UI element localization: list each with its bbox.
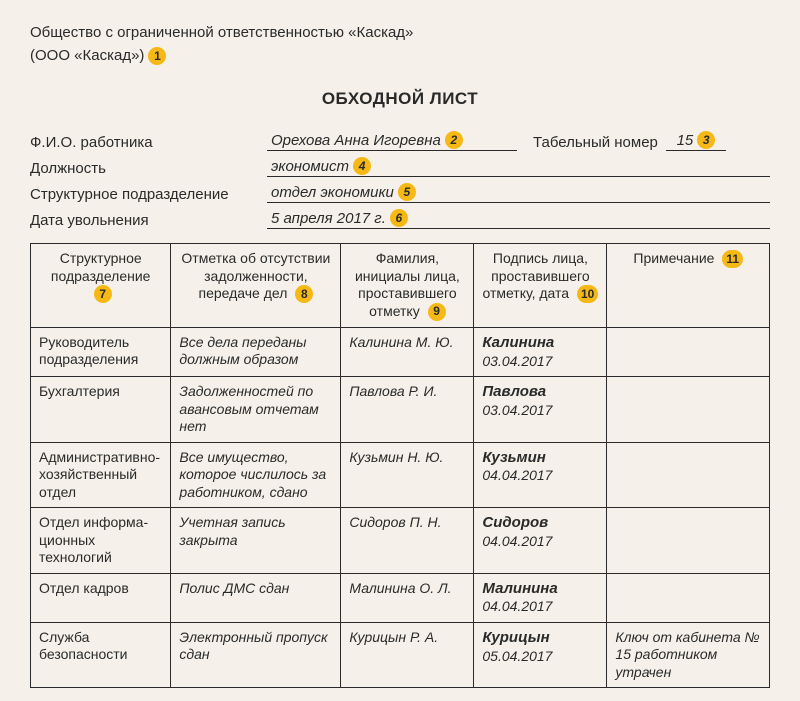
cell-remark <box>607 377 770 443</box>
cell-person: Сидоров П. Н. <box>341 508 474 574</box>
marker-1: 1 <box>148 47 166 65</box>
cell-dept: Отдел информа­цион­ных технологий <box>31 508 171 574</box>
row-position: Должность экономист 4 <box>30 157 770 177</box>
cell-person: Малинина О. Л. <box>341 573 474 622</box>
signoff-table: Структурное подразделение 7 Отметка об о… <box>30 243 770 688</box>
cell-dept: Руководитель подразделения <box>31 327 171 376</box>
dep-text: отдел экономики <box>271 184 394 201</box>
tab-text: 15 <box>677 132 694 149</box>
cell-signature: Кузьмин04.04.2017 <box>474 442 607 508</box>
cell-dept: Отдел кадров <box>31 573 171 622</box>
th-note: Отметка об отсут­ствии задолженности, пе… <box>171 244 341 328</box>
marker-8: 8 <box>295 285 313 303</box>
marker-7: 7 <box>94 285 112 303</box>
marker-10: 10 <box>577 285 598 303</box>
th-dept: Структурное подразделение 7 <box>31 244 171 328</box>
cell-note: Электронный про­пуск сдан <box>171 622 341 688</box>
cell-dept: Служба безопасности <box>31 622 171 688</box>
cell-remark: Ключ от кабине­та № 15 работ­ником утрач… <box>607 622 770 688</box>
cell-signature: Сидоров04.04.2017 <box>474 508 607 574</box>
fio-value: Орехова Анна Игоревна 2 <box>267 131 517 151</box>
cell-dept: Администра­тив­но-хозяйственный отдел <box>31 442 171 508</box>
cell-remark <box>607 508 770 574</box>
table-row: Служба безопасностиЭлектронный про­пуск … <box>31 622 770 688</box>
pos-label: Должность <box>30 160 267 177</box>
date-label: Дата увольнения <box>30 212 267 229</box>
signature-name: Сидоров <box>482 514 598 533</box>
fio-label: Ф.И.О. работника <box>30 134 267 151</box>
th-sig: Подпись лица, проставившего отметку, дат… <box>474 244 607 328</box>
signature-name: Курицын <box>482 629 598 648</box>
row-department: Структурное подразделение отдел экономик… <box>30 183 770 203</box>
row-date: Дата увольнения 5 апреля 2017 г. 6 <box>30 209 770 229</box>
pos-text: экономист <box>271 158 349 175</box>
form-section: Ф.И.О. работника Орехова Анна Игоревна 2… <box>30 131 770 229</box>
signature-name: Кузьмин <box>482 449 598 468</box>
table-row: Отдел кадровПолис ДМС сданМалинина О. Л.… <box>31 573 770 622</box>
signature-date: 04.04.2017 <box>482 533 598 551</box>
cell-person: Калинина М. Ю. <box>341 327 474 376</box>
cell-person: Павлова Р. И. <box>341 377 474 443</box>
org-line-1: Общество с ограниченной ответственностью… <box>30 22 770 45</box>
org-short: (ООО «Каскад») <box>30 45 144 68</box>
table-row: БухгалтерияЗадолженностей по авансовым о… <box>31 377 770 443</box>
marker-9: 9 <box>428 303 446 321</box>
document-title: ОБХОДНОЙ ЛИСТ <box>30 89 770 109</box>
signature-date: 03.04.2017 <box>482 353 598 371</box>
cell-signature: Курицын05.04.2017 <box>474 622 607 688</box>
cell-note: Полис ДМС сдан <box>171 573 341 622</box>
th-sig-text: Подпись лица, проставившего отметку, дат… <box>482 250 589 301</box>
table-header-row: Структурное подразделение 7 Отметка об о… <box>31 244 770 328</box>
signature-name: Малинина <box>482 580 598 599</box>
cell-signature: Калинина03.04.2017 <box>474 327 607 376</box>
cell-note: Учетная запись закрыта <box>171 508 341 574</box>
cell-person: Курицын Р. А. <box>341 622 474 688</box>
th-remark-text: Примечание <box>633 250 714 266</box>
signature-name: Павлова <box>482 383 598 402</box>
th-remark: Примечание 11 <box>607 244 770 328</box>
date-value: 5 апреля 2017 г. 6 <box>267 209 770 229</box>
dep-label: Структурное подразделение <box>30 186 267 203</box>
marker-6: 6 <box>390 209 408 227</box>
cell-note: Все дела переданы должным образом <box>171 327 341 376</box>
cell-signature: Малинина04.04.2017 <box>474 573 607 622</box>
cell-person: Кузьмин Н. Ю. <box>341 442 474 508</box>
cell-dept: Бухгалтерия <box>31 377 171 443</box>
cell-note: Все имущество, которое числилось за рабо… <box>171 442 341 508</box>
marker-3: 3 <box>697 131 715 149</box>
cell-remark <box>607 327 770 376</box>
table-row: Руководитель подразделенияВсе дела перед… <box>31 327 770 376</box>
tab-value: 15 3 <box>666 131 726 151</box>
signature-date: 03.04.2017 <box>482 402 598 420</box>
signature-date: 04.04.2017 <box>482 598 598 616</box>
marker-2: 2 <box>445 131 463 149</box>
cell-note: Задолженностей по авансовым от­четам нет <box>171 377 341 443</box>
marker-11: 11 <box>722 250 743 268</box>
org-line-2: (ООО «Каскад») 1 <box>30 45 166 68</box>
pos-value: экономист 4 <box>267 157 770 177</box>
cell-remark <box>607 573 770 622</box>
th-person: Фамилия, инициалы лица, проставившего от… <box>341 244 474 328</box>
signature-name: Калинина <box>482 334 598 353</box>
date-text: 5 апреля 2017 г. <box>271 210 386 227</box>
marker-5: 5 <box>398 183 416 201</box>
cell-remark <box>607 442 770 508</box>
signature-date: 04.04.2017 <box>482 467 598 485</box>
table-row: Отдел информа­цион­ных технологийУчетная… <box>31 508 770 574</box>
signature-date: 05.04.2017 <box>482 648 598 666</box>
dep-value: отдел экономики 5 <box>267 183 770 203</box>
row-fio: Ф.И.О. работника Орехова Анна Игоревна 2… <box>30 131 770 151</box>
table-row: Администра­тив­но-хозяйственный отделВсе… <box>31 442 770 508</box>
tab-label: Табельный номер <box>533 134 666 151</box>
cell-signature: Павлова03.04.2017 <box>474 377 607 443</box>
fio-text: Орехова Анна Игоревна <box>271 132 441 149</box>
marker-4: 4 <box>353 157 371 175</box>
th-dept-text: Структурное подразделение <box>51 250 151 284</box>
